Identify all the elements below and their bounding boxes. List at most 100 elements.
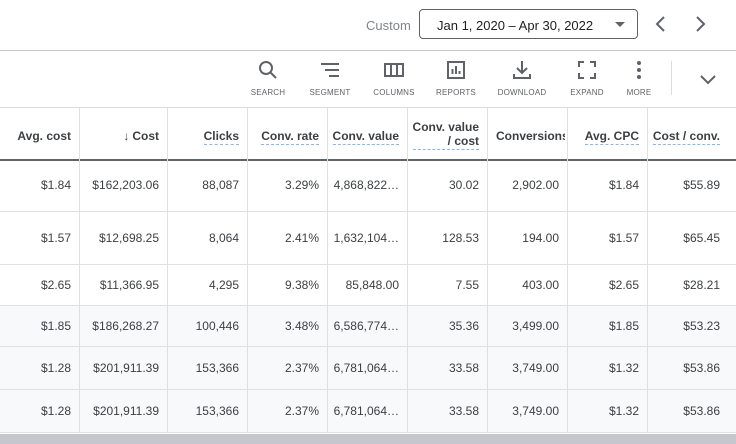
cell-conv-value: 6,781,064…	[328, 390, 408, 432]
cell-value: $53.86	[683, 404, 720, 418]
cell-value: 88,087	[202, 177, 239, 192]
cell-conv-value-cost: 128.53	[408, 212, 488, 264]
cell-value: $201,911.39	[93, 404, 159, 418]
cell-cost: $201,911.39	[80, 347, 168, 389]
arrow-down-icon: ↓	[123, 129, 130, 143]
toolbar-divider	[671, 61, 672, 95]
expand-button[interactable]: EXPAND	[557, 59, 617, 97]
col-header-label: Cost	[132, 129, 159, 143]
cell-value: 1,632,104…	[333, 231, 399, 245]
columns-button[interactable]: COLUMNS	[364, 59, 424, 97]
cell-value: $65.45	[683, 231, 720, 245]
cell-conv-value-cost: 35.36	[408, 306, 488, 346]
cell-value: 100,446	[195, 319, 239, 333]
cell-value: 194.00	[522, 231, 559, 245]
cell-cost: $186,268.27	[80, 306, 168, 346]
cell-value: $28.21	[683, 278, 720, 292]
cell-value: $1.85	[40, 319, 71, 333]
cell-conv-rate: 3.48%	[248, 306, 328, 346]
segment-label: SEGMENT	[309, 88, 351, 97]
cell-avg-cost: $1.28	[0, 390, 80, 432]
col-header-conv-value[interactable]: Conv. value	[328, 108, 408, 159]
cell-value: 128.53	[442, 231, 479, 245]
col-header-avg-cpc[interactable]: Avg. CPC	[568, 108, 648, 159]
more-vert-icon	[637, 61, 641, 79]
cell-cost: $201,911.39	[80, 390, 168, 432]
table-row[interactable]: $1.85 $186,268.27 100,446 3.48% 6,586,774… 35…	[0, 306, 736, 347]
segment-button[interactable]: SEGMENT	[300, 59, 360, 97]
cell-value: $162,203.06	[92, 177, 159, 192]
col-header-cost-per-conv[interactable]: Cost / conv.	[648, 108, 736, 159]
cell-conv-value: 85,848.00	[328, 265, 408, 305]
cell-conv-value: 4,868,822…	[328, 158, 408, 211]
cell-value: 9.38%	[284, 278, 319, 292]
cell-cost: $162,203.06	[80, 158, 168, 211]
cell-value: $55.89	[683, 177, 720, 192]
cell-avg-cost: $1.85	[0, 306, 80, 346]
cell-conversions: 3,749.00	[488, 390, 568, 432]
cell-value: 2.37%	[284, 361, 319, 375]
date-range-text: Jan 1, 2020 – Apr 30, 2022	[437, 18, 594, 33]
cell-value: 3.48%	[284, 319, 319, 333]
date-range-picker[interactable]: Jan 1, 2020 – Apr 30, 2022	[419, 9, 638, 39]
table-row[interactable]: $1.57 $12,698.25 8,064 2.41% 1,632,104… 128.5…	[0, 212, 736, 265]
cell-avg-cost: $1.28	[0, 347, 80, 389]
chevron-left-icon[interactable]	[651, 14, 671, 34]
table-row[interactable]: $1.28 $201,911.39 153,366 2.37% 6,781,064… 33…	[0, 390, 736, 433]
cell-value: $1.32	[608, 361, 639, 375]
cell-cost-per-conv: $55.89	[648, 158, 736, 211]
cell-cost-per-conv: $53.23	[648, 306, 736, 346]
cell-cost-per-conv: $65.45	[648, 212, 736, 264]
search-button[interactable]: SEARCH	[238, 59, 298, 97]
reports-label: REPORTS	[436, 88, 476, 97]
cell-value: 35.36	[448, 319, 479, 333]
col-header-label: Conv. value	[332, 129, 399, 145]
cell-value: $11,366.95	[99, 278, 159, 292]
cell-clicks: 88,087	[168, 158, 248, 211]
cell-conversions: 2,902.00	[488, 158, 568, 211]
cell-conversions: 403.00	[488, 265, 568, 305]
col-header-conv-value-cost[interactable]: Conv. value / cost	[408, 108, 488, 159]
horizontal-scrollbar[interactable]	[0, 434, 736, 444]
table-row[interactable]: $1.84 $162,203.06 88,087 3.29% 4,868,822… 30.…	[0, 158, 736, 212]
col-header-conversions[interactable]: Conversions	[488, 108, 568, 159]
more-button[interactable]: MORE	[609, 59, 669, 97]
cell-value: $53.23	[683, 319, 720, 333]
col-header-conv-rate[interactable]: Conv. rate	[248, 108, 328, 159]
cell-avg-cpc: $1.32	[568, 347, 648, 389]
col-header-label: Cost / conv.	[652, 129, 720, 145]
download-button[interactable]: DOWNLOAD	[492, 59, 552, 97]
date-range-bar: Custom Jan 1, 2020 – Apr 30, 2022	[0, 0, 736, 51]
cell-conv-rate: 9.38%	[248, 265, 328, 305]
reports-button[interactable]: REPORTS	[426, 59, 486, 97]
columns-label: COLUMNS	[373, 88, 415, 97]
cell-conv-value-cost: 33.58	[408, 390, 488, 432]
cell-conv-value: 6,781,064…	[328, 347, 408, 389]
chevron-right-icon[interactable]	[690, 14, 710, 34]
col-header-cost[interactable]: ↓ Cost	[80, 108, 168, 159]
cell-value: 403.00	[522, 278, 559, 292]
cell-value: 3,749.00	[512, 404, 559, 418]
cell-avg-cost: $1.57	[0, 212, 80, 264]
cell-value: 33.58	[448, 404, 479, 418]
chevron-down-icon[interactable]	[698, 69, 718, 89]
cell-conv-rate: 2.37%	[248, 390, 328, 432]
more-label: MORE	[626, 88, 652, 97]
cell-value: 6,586,774…	[333, 319, 399, 333]
cell-conv-rate: 3.29%	[248, 158, 328, 211]
col-header-avg-cost[interactable]: Avg. cost	[0, 108, 80, 159]
cell-value: 33.58	[448, 361, 479, 375]
table-row[interactable]: $2.65 $11,366.95 4,295 9.38% 85,848.00 7.55 40…	[0, 265, 736, 306]
cell-conversions: 3,749.00	[488, 347, 568, 389]
cell-value: $12,698.25	[98, 231, 159, 245]
table-row[interactable]: $1.28 $201,911.39 153,366 2.37% 6,781,064… 33…	[0, 347, 736, 390]
reports-icon	[447, 61, 465, 79]
cell-value: 3.29%	[284, 177, 319, 192]
cell-value: 7.55	[455, 278, 479, 292]
cell-conv-value-cost: 7.55	[408, 265, 488, 305]
expand-icon	[578, 61, 596, 79]
col-header-label-line1: Conv. value	[412, 120, 479, 134]
cell-value: 6,781,064…	[333, 361, 399, 375]
col-header-clicks[interactable]: Clicks	[168, 108, 248, 159]
cell-value: 2.41%	[284, 231, 319, 245]
